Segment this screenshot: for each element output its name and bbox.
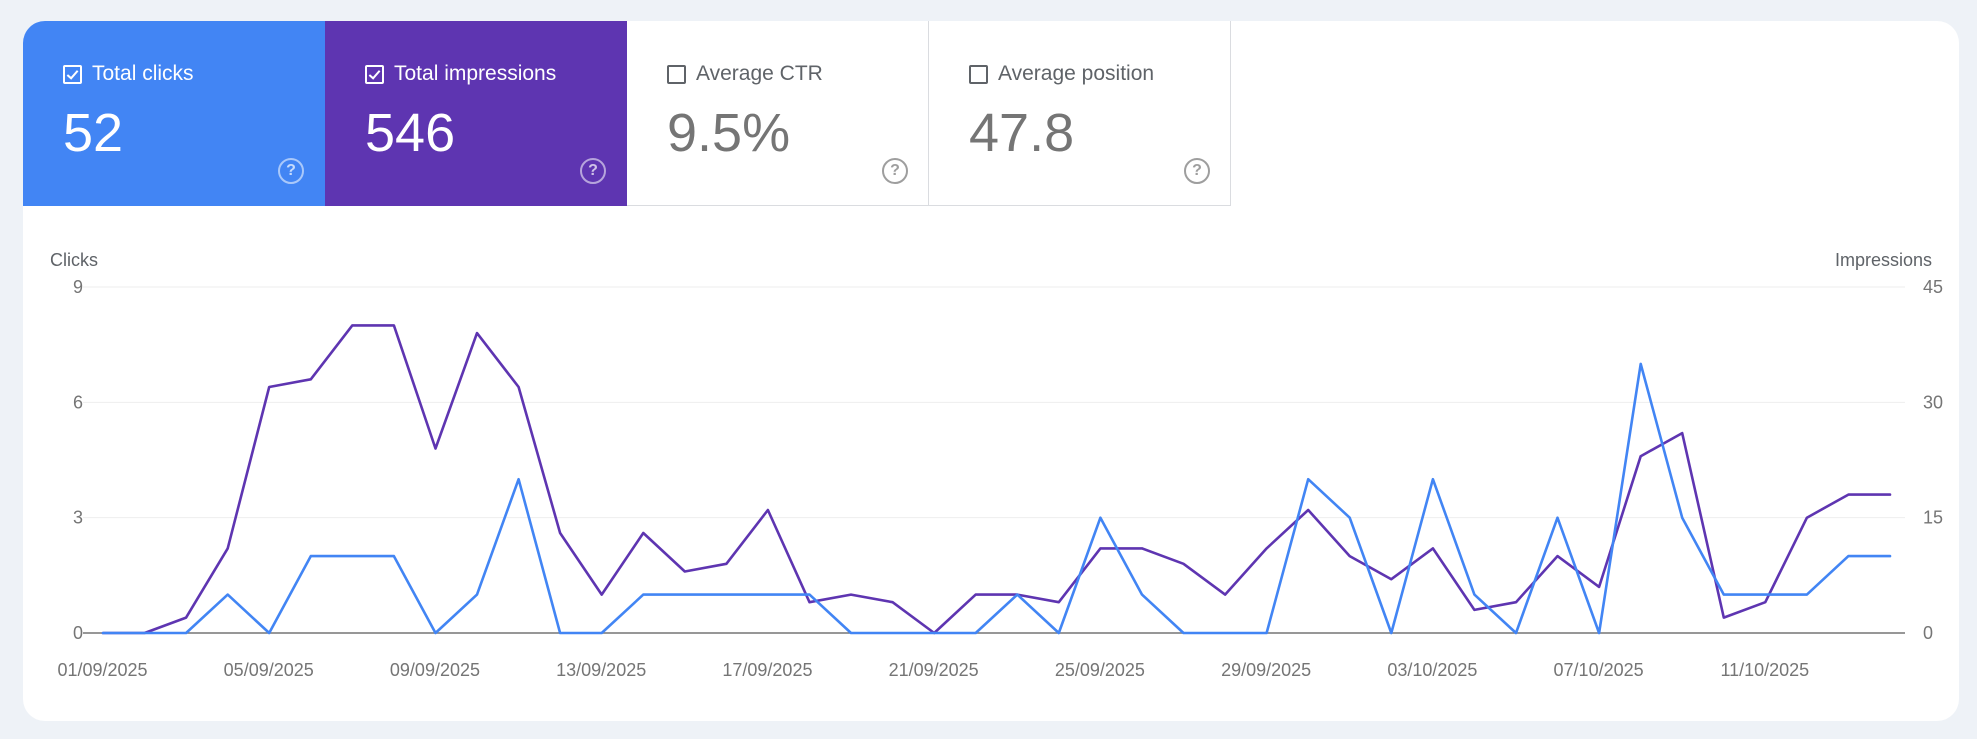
- metric-label: Average position: [998, 62, 1155, 85]
- series-line-total-impressions: [101, 324, 1892, 635]
- help-circle-icon[interactable]: ?: [882, 158, 908, 184]
- metric-value: 9.5%: [667, 103, 791, 163]
- x-tick-label: 07/10/2025: [1554, 660, 1644, 680]
- series-line-total-clicks: [101, 362, 1892, 635]
- x-tick-label: 21/09/2025: [889, 660, 979, 680]
- metric-value: 47.8: [969, 103, 1075, 163]
- performance-card: 0 3 6 9 0 15 30 45 Clicks Impressions 01/09/2025 05…: [23, 21, 1959, 721]
- help-circle-icon[interactable]: ?: [1184, 158, 1210, 184]
- metric-total-impressions[interactable]: Total impressions 546 ?: [325, 21, 627, 206]
- checkbox-checked-icon[interactable]: [365, 64, 384, 84]
- x-tick-label: 13/09/2025: [556, 660, 646, 680]
- checkbox-checked-icon[interactable]: [63, 64, 82, 84]
- y-axis-title: Clicks: [50, 250, 98, 270]
- y2-tick-label: 30: [1923, 392, 1943, 412]
- metric-average-position[interactable]: Average position 47.8 ?: [929, 21, 1231, 206]
- y2-tick-label: 0: [1923, 623, 1933, 643]
- x-tick-label: 25/09/2025: [1055, 660, 1145, 680]
- metric-label: Total impressions: [394, 62, 557, 85]
- metric-tabs: Total clicks 52 ? Total impressions 546 …: [23, 21, 1231, 206]
- metric-label: Total clicks: [92, 62, 194, 85]
- performance-chart: 0 3 6 9 0 15 30 45 Clicks Impressions 01/09/2025 05…: [50, 250, 1943, 680]
- metric-label: Average CTR: [696, 62, 823, 85]
- y-tick-label: 3: [73, 508, 83, 528]
- checkbox-unchecked-icon[interactable]: [667, 64, 686, 84]
- help-circle-icon[interactable]: ?: [278, 158, 304, 184]
- metric-average-ctr[interactable]: Average CTR 9.5% ?: [627, 21, 929, 206]
- x-tick-label: 11/10/2025: [1720, 660, 1809, 680]
- x-tick-label: 03/10/2025: [1387, 660, 1477, 680]
- metric-total-clicks[interactable]: Total clicks 52 ?: [23, 21, 325, 206]
- x-tick-label: 01/09/2025: [57, 660, 147, 680]
- x-tick-label: 17/09/2025: [722, 660, 812, 680]
- checkbox-unchecked-icon[interactable]: [969, 64, 988, 84]
- x-tick-label: 09/09/2025: [390, 660, 480, 680]
- y-tick-label: 6: [73, 392, 83, 412]
- y-tick-label: 0: [73, 623, 83, 643]
- metric-value: 52: [63, 103, 124, 163]
- y-tick-label: 9: [73, 277, 83, 297]
- x-tick-label: 29/09/2025: [1221, 660, 1311, 680]
- y2-tick-label: 15: [1923, 508, 1943, 528]
- x-tick-label: 05/09/2025: [224, 660, 314, 680]
- help-circle-icon[interactable]: ?: [580, 158, 606, 184]
- y2-tick-label: 45: [1923, 277, 1943, 297]
- y2-axis-title: Impressions: [1835, 250, 1932, 270]
- metric-value: 546: [365, 103, 456, 163]
